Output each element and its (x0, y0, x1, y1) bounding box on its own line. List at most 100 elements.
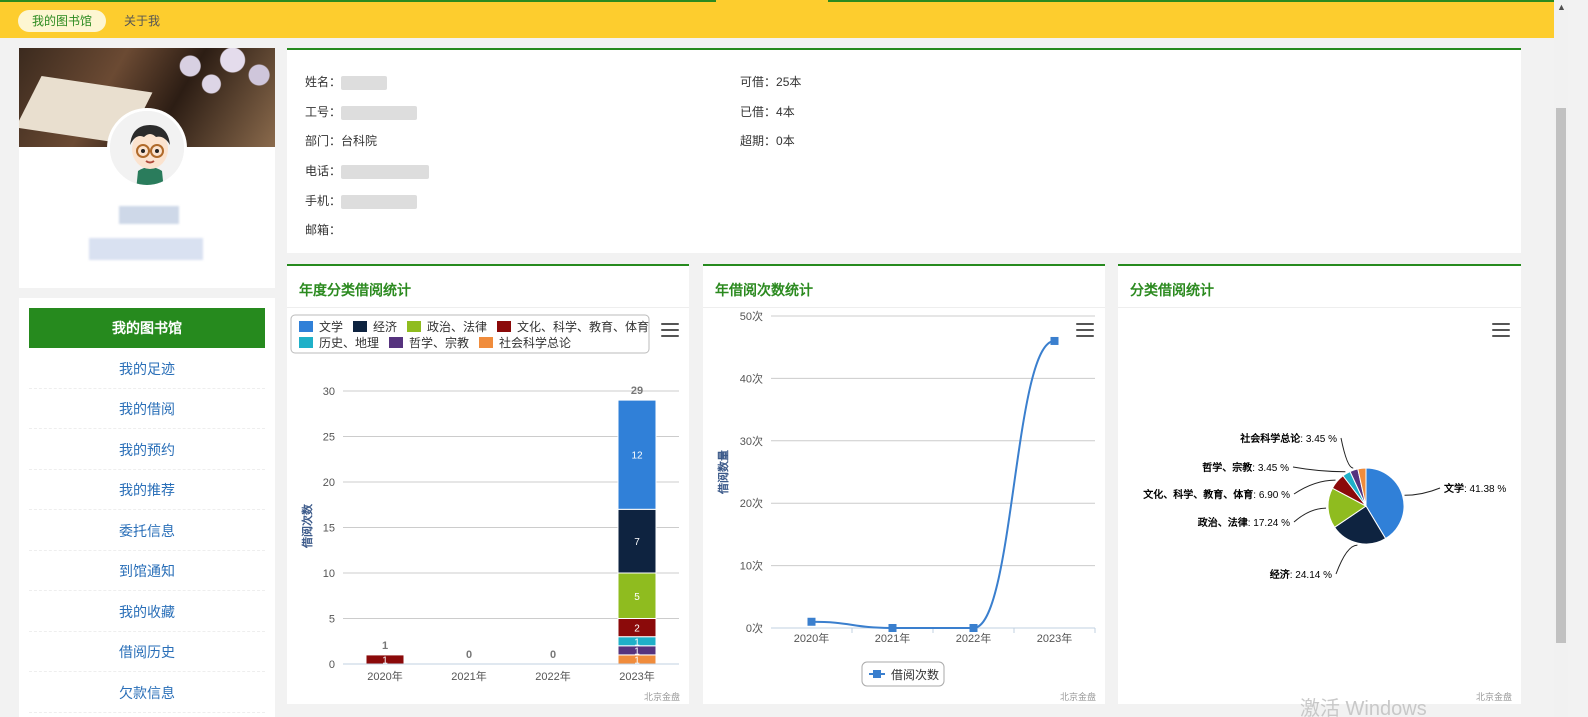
series-line (811, 339, 1055, 629)
borrowed-label: 已借： (740, 105, 777, 119)
legend-swatch (389, 337, 403, 348)
chart-menu-icon[interactable] (661, 323, 679, 337)
sidebar-item-recommendations[interactable]: 我的推荐 (29, 470, 265, 510)
pie-data-label: 社会科学总论: 3.45 % (1239, 432, 1337, 445)
pie-slice-name: 文化、科学、教育、体育 (1143, 488, 1253, 501)
phone-masked (341, 164, 430, 179)
pie-slice-name: 政治、法律 (1198, 516, 1248, 529)
pie-connector (1293, 507, 1327, 523)
pie-slice-value: : 6.90 % (1253, 490, 1290, 501)
id-masked (341, 105, 418, 120)
legend-label: 文学 (319, 319, 343, 334)
chart-legend-box (290, 314, 650, 354)
pie-slice-value: : 24.14 % (1290, 570, 1332, 581)
legend-swatch (353, 321, 367, 332)
info-id-row: 工号： (305, 103, 418, 120)
sidebar-item-favorites[interactable]: 我的收藏 (29, 592, 265, 632)
scrollbar-thumb[interactable] (1556, 108, 1566, 643)
chart-credit: 北京金盘 (1060, 692, 1097, 702)
sidebar-item-footprints[interactable]: 我的足迹 (29, 349, 265, 389)
page-scrollbar[interactable]: ▲ (1554, 0, 1568, 717)
pie-data-label: 文学: 41.38 % (1444, 482, 1506, 495)
scroll-up-arrow-icon[interactable]: ▲ (1557, 2, 1566, 12)
bar-segment (617, 399, 657, 510)
y-tick-label: 25 (323, 432, 335, 444)
avatar[interactable] (107, 108, 187, 188)
pie-connector (1404, 487, 1441, 496)
overdue-label: 超期： (740, 134, 777, 148)
category-pie-chart-panel: 分类借阅统计 文学: 41.38 % 经济: 24.14 % 政治、法律: 17.2… (1118, 264, 1521, 704)
info-dept-row: 部门：台科院 (305, 132, 377, 149)
pie-connector (1340, 437, 1354, 469)
info-name-row: 姓名： (305, 73, 388, 90)
pie-slice (1333, 505, 1387, 545)
annual-borrow-chart-panel: 年借阅次数统计 0次 10次 20次 30次 40次 50次 借阅数量 2020年 2021年 2… (703, 264, 1105, 704)
y-tick-label: 50次 (740, 309, 763, 323)
y-tick-label: 5 (329, 614, 335, 626)
bar-total-label: 1 (382, 640, 388, 652)
sidebar-item-delegation[interactable]: 委托信息 (29, 511, 265, 551)
pie-slice-value: : 3.45 % (1252, 463, 1289, 474)
y-tick-label: 10 (323, 568, 335, 580)
windows-activation-watermark: 激活 Windows (1300, 698, 1427, 717)
bar-total-label: 0 (466, 649, 472, 661)
panel-divider (703, 307, 1105, 308)
y-tick-label: 20次 (740, 496, 763, 510)
data-point-marker (807, 617, 816, 626)
data-point-marker (969, 624, 978, 632)
can-borrow-label: 可借： (740, 75, 777, 89)
sidebar-item-history[interactable]: 借阅历史 (29, 632, 265, 672)
data-point-marker (1050, 336, 1059, 345)
name-label: 姓名： (305, 75, 342, 89)
chart-credit: 北京金盘 (644, 692, 681, 702)
bar-total-label: 29 (631, 385, 643, 397)
mobile-masked (341, 194, 418, 209)
bar-data-label: 1 (634, 637, 640, 648)
sidebar-item-reservations[interactable]: 我的预约 (29, 430, 265, 470)
chart-title: 年度分类借阅统计 (299, 282, 411, 298)
info-phone-row: 电话： (305, 162, 430, 179)
legend-marker-icon (873, 670, 881, 678)
pie-data-label: 政治、法律: 17.24 % (1198, 516, 1290, 529)
pie-slice-name: 经济 (1270, 568, 1291, 581)
x-tick-label: 2022年 (956, 631, 991, 645)
x-tick-label: 2021年 (451, 669, 486, 683)
tab-about-me[interactable]: 关于我 (124, 14, 161, 28)
info-overdue-row: 超期：0本 (740, 132, 795, 149)
legend-swatch (299, 321, 313, 332)
legend-label: 经济 (373, 319, 397, 334)
nav-indicator (716, 0, 828, 3)
bar-data-label: 7 (634, 537, 640, 548)
info-email-row: 邮箱： (305, 221, 341, 238)
chart-title: 年借阅次数统计 (715, 282, 813, 298)
top-nav-bar: 我的图书馆 关于我 (0, 0, 1554, 38)
chart-menu-icon[interactable] (1492, 323, 1510, 337)
tab-my-library[interactable]: 我的图书馆 (18, 10, 107, 32)
sidebar-menu: 我的图书馆 我的足迹 我的借阅 我的预约 我的推荐 委托信息 到馆通知 我的收藏… (19, 298, 275, 717)
info-borrowed-row: 已借：4本 (740, 103, 795, 120)
can-borrow-value: 25本 (776, 75, 802, 89)
y-tick-label: 0 (329, 659, 335, 671)
sidebar-item-arrival-notice[interactable]: 到馆通知 (29, 551, 265, 591)
legend-label: 政治、法律 (427, 320, 487, 334)
sidebar-item-borrowing[interactable]: 我的借阅 (29, 389, 265, 429)
phone-label: 电话： (305, 164, 342, 178)
chart-credit: 北京金盘 (1476, 692, 1513, 702)
pie-connector (1293, 479, 1336, 495)
legend-swatch (497, 321, 511, 332)
y-tick-label: 0次 (746, 621, 763, 635)
sidebar-item-debts[interactable]: 欠款信息 (29, 673, 265, 713)
pie-connector (1292, 466, 1346, 473)
x-tick-label: 2023年 (619, 669, 654, 683)
chart-menu-icon[interactable] (1076, 323, 1094, 337)
mobile-label: 手机： (305, 194, 342, 208)
user-dept-masked (89, 238, 203, 260)
legend-swatch (479, 337, 493, 348)
profile-card (19, 48, 275, 288)
bar-data-label: 1 (634, 646, 640, 657)
pie-data-label: 经济: 24.14 % (1270, 568, 1332, 581)
data-point-marker (888, 624, 897, 632)
borrowed-value: 4本 (776, 105, 795, 119)
sidebar-item-my-library[interactable]: 我的图书馆 (29, 308, 265, 348)
name-masked (341, 75, 388, 90)
